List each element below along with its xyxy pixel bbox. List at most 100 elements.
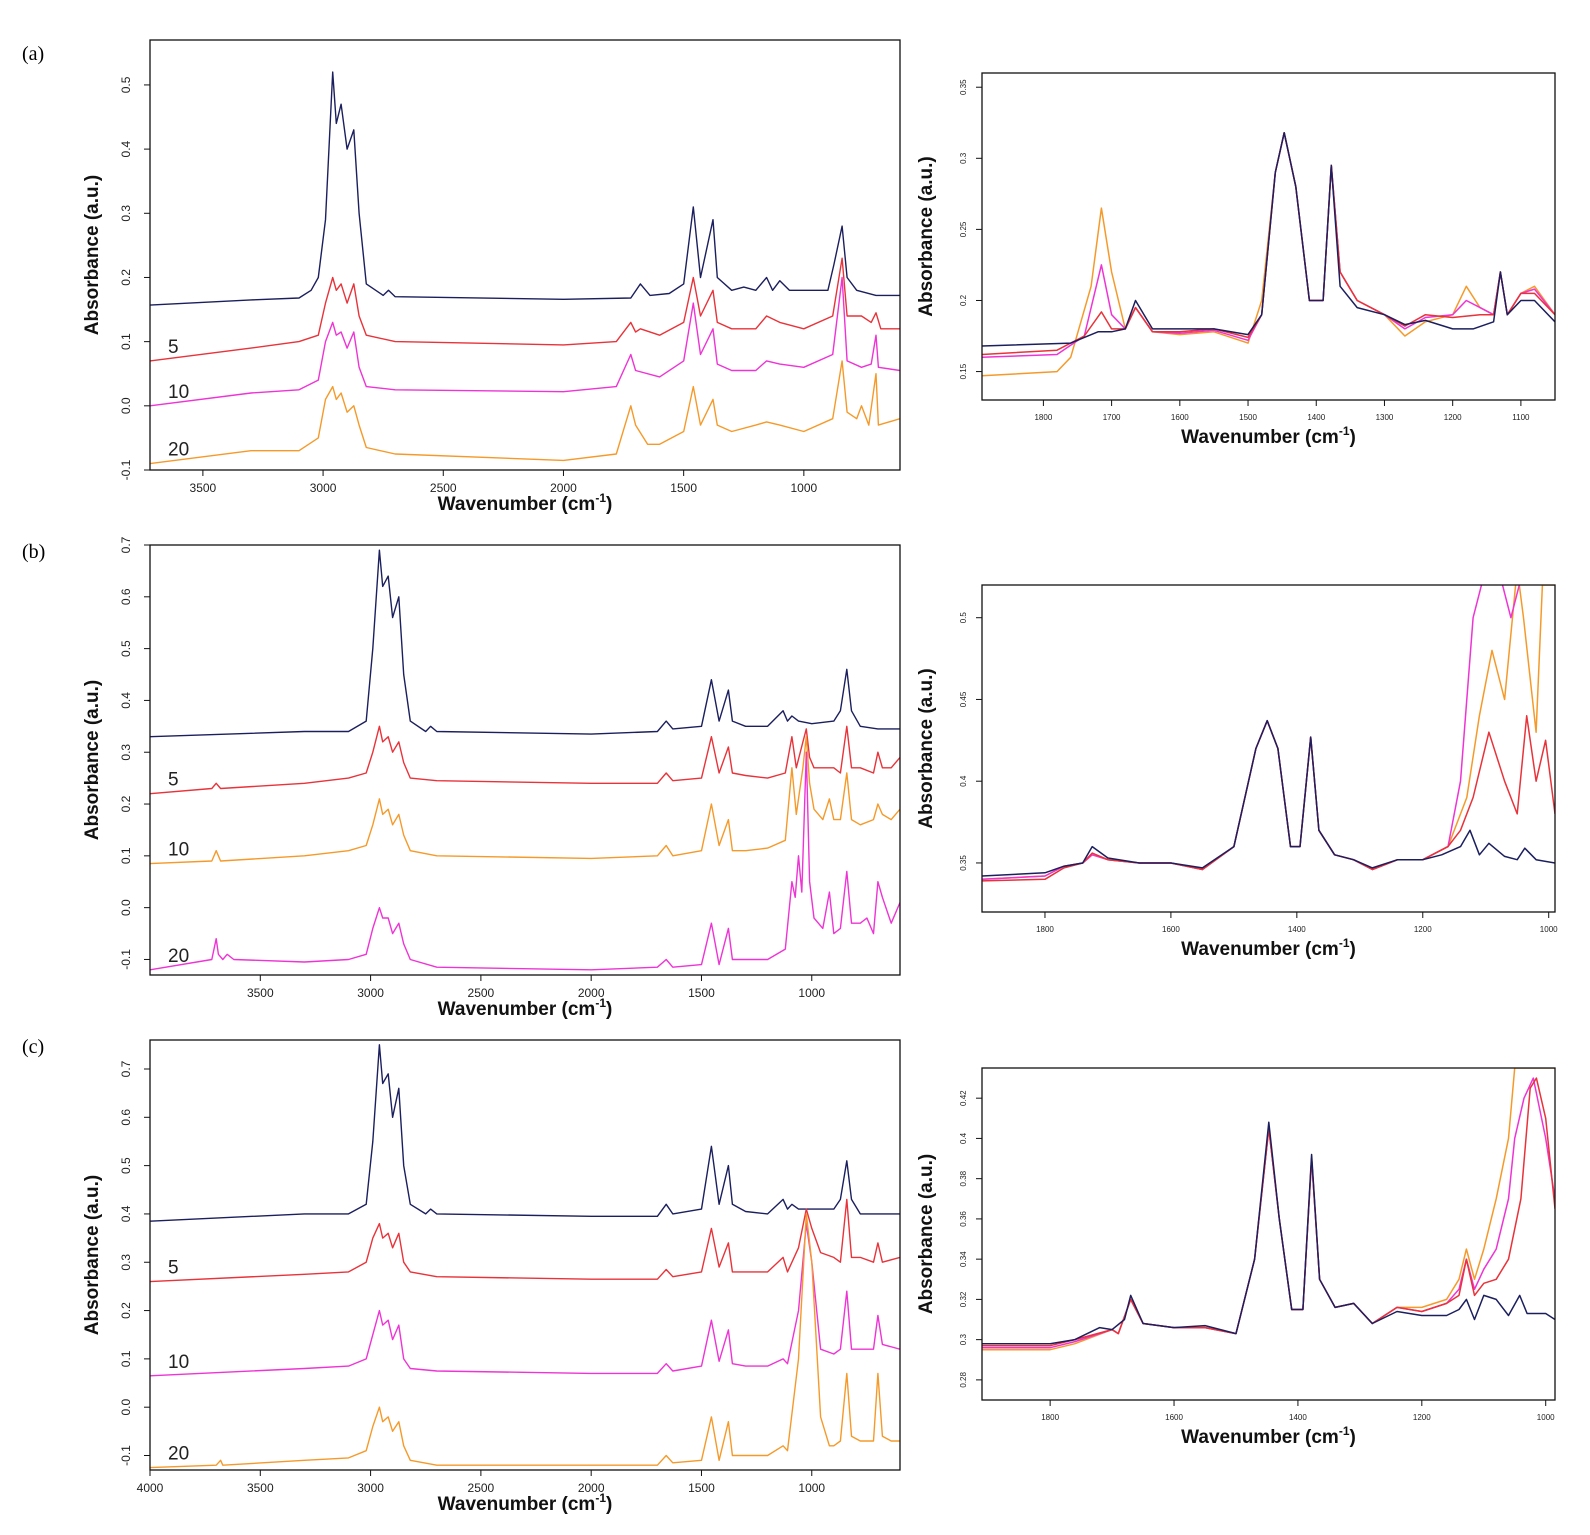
series-label: 10 (168, 840, 189, 861)
series-line-orange (150, 360, 900, 465)
x-tick-label: 1500 (688, 986, 715, 1000)
x-axis-label: Wavenumber (cm-1) (438, 491, 613, 515)
series-line-magenta (150, 751, 900, 971)
series-label: 5 (168, 770, 179, 791)
series-line-navy (982, 719, 1555, 877)
x-tick-label: 2500 (468, 986, 495, 1000)
x-tick-label: 1000 (798, 1481, 825, 1495)
x-tick-label: 1200 (1444, 413, 1462, 422)
y-tick-label: 0.4 (119, 140, 133, 157)
series-line-red (150, 257, 900, 362)
x-tick-label: 1600 (1165, 1413, 1183, 1422)
x-tick-label: 3500 (247, 986, 274, 1000)
series-label: 5 (168, 1258, 179, 1279)
y-tick-label: 0.2 (119, 269, 133, 286)
y-tick-label: 0.1 (119, 1350, 133, 1367)
x-tick-label: 2500 (430, 481, 457, 495)
series-line-orange (150, 1213, 900, 1469)
y-tick-label: 0.5 (119, 76, 133, 93)
x-tick-label: 2500 (468, 1481, 495, 1495)
x-tick-label: 1000 (790, 481, 817, 495)
plot-frame (149, 1039, 901, 1471)
y-tick-label: 0.5 (959, 612, 968, 624)
x-tick-label: 1800 (1041, 1413, 1059, 1422)
series-label: 10 (168, 382, 189, 403)
x-tick-label: 3000 (310, 481, 337, 495)
y-tick-label: 0.3 (119, 205, 133, 222)
y-tick-label: 0.4 (119, 692, 133, 709)
series-label: 20 (168, 440, 189, 461)
y-tick-label: 0.5 (119, 640, 133, 657)
x-axis-label: Wavenumber (cm-1) (1181, 1424, 1356, 1448)
chart-a-zoom: 1800 1700 1600 1500 1400 1300 1200 1100 0.15 0.2 0… (916, 72, 1556, 448)
x-tick-label: 1600 (1162, 925, 1180, 934)
y-axis-label: Absorbance (a.u.) (916, 668, 937, 828)
x-tick-label: 1200 (1413, 1413, 1431, 1422)
series-label: 5 (168, 337, 179, 358)
chart-c-zoom: 1800 1600 1400 1200 1000 0.28 0.3 0.32 0.34 0.36 0… (916, 1067, 1556, 1448)
x-tick-label: 1700 (1103, 413, 1121, 422)
series-line-orange (982, 131, 1555, 377)
series-line-magenta (150, 276, 900, 407)
series-line-navy (150, 1044, 900, 1222)
y-tick-label: 0.3 (959, 1334, 968, 1346)
y-tick-label: 0.25 (959, 221, 968, 237)
x-tick-label: 2000 (578, 1481, 605, 1495)
y-tick-label: 0.32 (959, 1291, 968, 1307)
series-line-navy (150, 549, 900, 738)
x-tick-label: 1400 (1307, 413, 1325, 422)
y-axis-label: Absorbance (a.u.) (82, 680, 103, 840)
y-tick-label: 0.1 (119, 333, 133, 350)
y-tick-label: 0.35 (959, 79, 968, 95)
y-axis-label: Absorbance (a.u.) (916, 1154, 937, 1314)
x-tick-label: 1600 (1171, 413, 1189, 422)
y-tick-label: 0.3 (959, 152, 968, 164)
x-axis-label: Wavenumber (cm-1) (1181, 936, 1356, 960)
series-line-navy (982, 1121, 1555, 1345)
y-axis-label: Absorbance (a.u.) (82, 175, 103, 335)
series-line-magenta (150, 1222, 900, 1377)
y-tick-label: 0.1 (119, 847, 133, 864)
y-tick-label: -0.1 (119, 1445, 133, 1466)
series-line-navy (982, 131, 1555, 347)
y-tick-label: 0.6 (119, 588, 133, 605)
y-tick-label: 0.2 (959, 294, 968, 306)
series-label: 20 (168, 1444, 189, 1465)
x-tick-label: 3000 (357, 1481, 384, 1495)
x-tick-label: 3500 (247, 1481, 274, 1495)
y-axis-label: Absorbance (a.u.) (82, 1175, 103, 1335)
y-tick-label: 0.3 (119, 744, 133, 761)
panel-label: (b) (22, 541, 45, 563)
plot-frame (981, 1067, 1556, 1401)
x-tick-label: 1000 (1537, 1413, 1555, 1422)
x-tick-label: 1800 (1036, 925, 1054, 934)
y-tick-label: 0.0 (119, 1399, 133, 1416)
y-tick-label: 0.0 (119, 899, 133, 916)
plot-frame (149, 39, 901, 471)
y-tick-label: 0.7 (119, 536, 133, 553)
x-tick-label: 2000 (578, 986, 605, 1000)
y-tick-label: 0.15 (959, 363, 968, 379)
chart-b-full: 3500 3000 2500 2000 1500 1000 -0.1 0.0 0.1 0.2 0.3… (22, 536, 901, 1020)
y-tick-label: -0.1 (119, 949, 133, 970)
plot-frame (149, 544, 901, 976)
x-tick-label: 4000 (137, 1481, 164, 1495)
y-tick-label: 0.0 (119, 397, 133, 414)
x-tick-label: 1500 (1239, 413, 1257, 422)
series-line-red (982, 715, 1555, 882)
y-tick-label: 0.6 (119, 1109, 133, 1126)
y-tick-label: 0.3 (119, 1254, 133, 1271)
panel-label: (a) (22, 43, 44, 65)
x-tick-label: 1300 (1376, 413, 1394, 422)
y-tick-label: 0.34 (959, 1251, 968, 1267)
x-tick-label: 2000 (550, 481, 577, 495)
y-tick-label: 0.2 (119, 795, 133, 812)
x-axis-label: Wavenumber (cm-1) (438, 996, 613, 1020)
series-line-navy (150, 71, 900, 306)
x-tick-label: 1500 (670, 481, 697, 495)
y-tick-label: 0.28 (959, 1372, 968, 1388)
x-tick-label: 1400 (1289, 1413, 1307, 1422)
series-label: 10 (168, 1352, 189, 1373)
x-tick-label: 1000 (1540, 925, 1558, 934)
